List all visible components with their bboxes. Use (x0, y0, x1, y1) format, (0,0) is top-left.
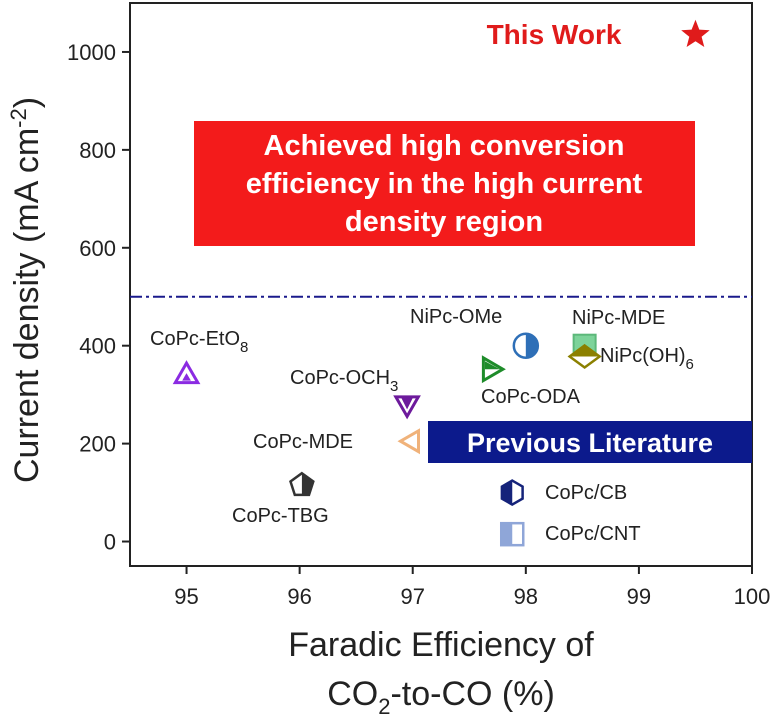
y-tick-label-400: 400 (79, 334, 116, 359)
marker-copc-och (393, 395, 421, 420)
marker-nipc-ome (512, 332, 540, 359)
marker-copc-mde (397, 428, 420, 455)
highlight-box: Achieved high conversion efficiency in t… (194, 121, 695, 246)
data-markers (172, 19, 710, 547)
legend-box: Previous Literature (428, 421, 752, 463)
x-tick-label-96: 96 (287, 584, 311, 609)
legend-box-bg (428, 421, 752, 463)
x-axis-title-line-2: CO2-to-CO (%) (327, 675, 555, 719)
x-tick-label-98: 98 (514, 584, 538, 609)
label-copc-mde: CoPc-MDE (253, 431, 353, 453)
plot-frame (129, 2, 753, 567)
legend-box-label: Previous Literature (467, 428, 713, 458)
x-tick-label-100: 100 (734, 584, 771, 609)
x-axis-title-line-1: Faradic Efficiency of (288, 626, 594, 664)
highlight-text-line-1: Achieved high conversion (264, 130, 625, 162)
marker-nipc-oh (567, 343, 602, 370)
label-copc-och: CoPc-OCH3 (290, 367, 398, 395)
label-copc-cb: CoPc/CB (545, 482, 627, 504)
x-axis-title-post: -to-CO (%) (390, 675, 554, 713)
label-nipc-mde: NiPc-MDE (572, 307, 665, 329)
marker-copc-cnt (499, 521, 525, 547)
y-axis-title-sup: -2 (6, 108, 31, 128)
highlight-box-bg (194, 121, 695, 246)
y-tick-label-600: 600 (79, 236, 116, 261)
y-tick-label-1000: 1000 (67, 40, 116, 65)
highlight-text-line-3: density region (345, 206, 543, 238)
y-tick-label-200: 200 (79, 432, 116, 457)
this-work-label: This Work (487, 19, 622, 50)
label-copc-eto: CoPc-EtO8 (150, 328, 248, 356)
x-axis-title-sub: 2 (378, 694, 390, 719)
y-tick-label-800: 800 (79, 138, 116, 163)
y-axis-title: Current density (mA cm-2) (6, 97, 46, 483)
label-nipc-oh: NiPc(OH)6 (600, 345, 694, 373)
marker-copc-tbg (289, 471, 315, 497)
x-tick-label-97: 97 (400, 584, 424, 609)
label-copc-cnt: CoPc/CNT (545, 523, 641, 545)
point-labels: CoPc-EtO8 CoPc-OCH3 CoPc-MDE CoPc-TBG NiPc-O… (150, 306, 694, 545)
x-tick-label-99: 99 (627, 584, 651, 609)
x-axis-title-pre: CO (327, 675, 378, 713)
label-copc-oda: CoPc-ODA (481, 386, 581, 408)
label-nipc-ome: NiPc-OMe (410, 306, 502, 328)
marker-copc-eto (172, 360, 201, 385)
label-copc-tbg: CoPc-TBG (232, 505, 329, 527)
y-tick-label-0: 0 (104, 530, 116, 555)
highlight-text-line-2: efficiency in the high current (246, 168, 643, 200)
y-axis-title-pre: Current density (mA cm (8, 128, 46, 483)
marker-copc-cb (500, 479, 524, 507)
y-axis-title-post: ) (8, 97, 46, 108)
x-tick-label-95: 95 (174, 584, 198, 609)
marker-copc-oda (481, 355, 506, 384)
marker-this-work (681, 19, 710, 47)
